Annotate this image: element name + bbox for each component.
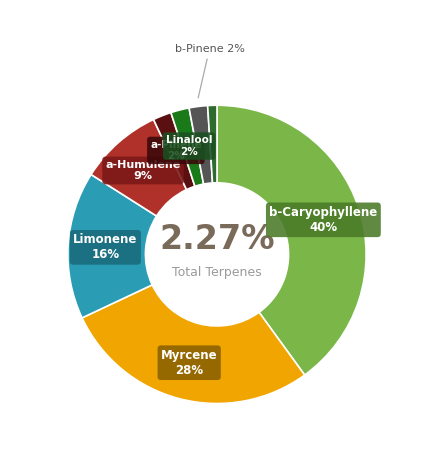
- Wedge shape: [189, 106, 213, 184]
- Wedge shape: [154, 113, 195, 190]
- Text: b-Caryophyllene
40%: b-Caryophyllene 40%: [269, 206, 378, 234]
- Text: Myrcene
28%: Myrcene 28%: [161, 349, 217, 377]
- Text: Linalool
2%: Linalool 2%: [166, 135, 212, 157]
- Circle shape: [145, 183, 289, 326]
- Wedge shape: [217, 105, 366, 375]
- Text: a-Humulene
9%: a-Humulene 9%: [105, 159, 181, 181]
- Wedge shape: [82, 285, 305, 404]
- Text: 2.27%: 2.27%: [159, 223, 275, 256]
- Text: Limonene
16%: Limonene 16%: [73, 233, 138, 261]
- Text: Total Terpenes: Total Terpenes: [172, 266, 262, 279]
- Wedge shape: [171, 108, 204, 186]
- Wedge shape: [91, 120, 187, 216]
- Text: a-Pinene
2%: a-Pinene 2%: [150, 140, 202, 161]
- Wedge shape: [207, 105, 217, 183]
- Wedge shape: [68, 174, 157, 318]
- Text: b-Pinene 2%: b-Pinene 2%: [174, 44, 244, 98]
